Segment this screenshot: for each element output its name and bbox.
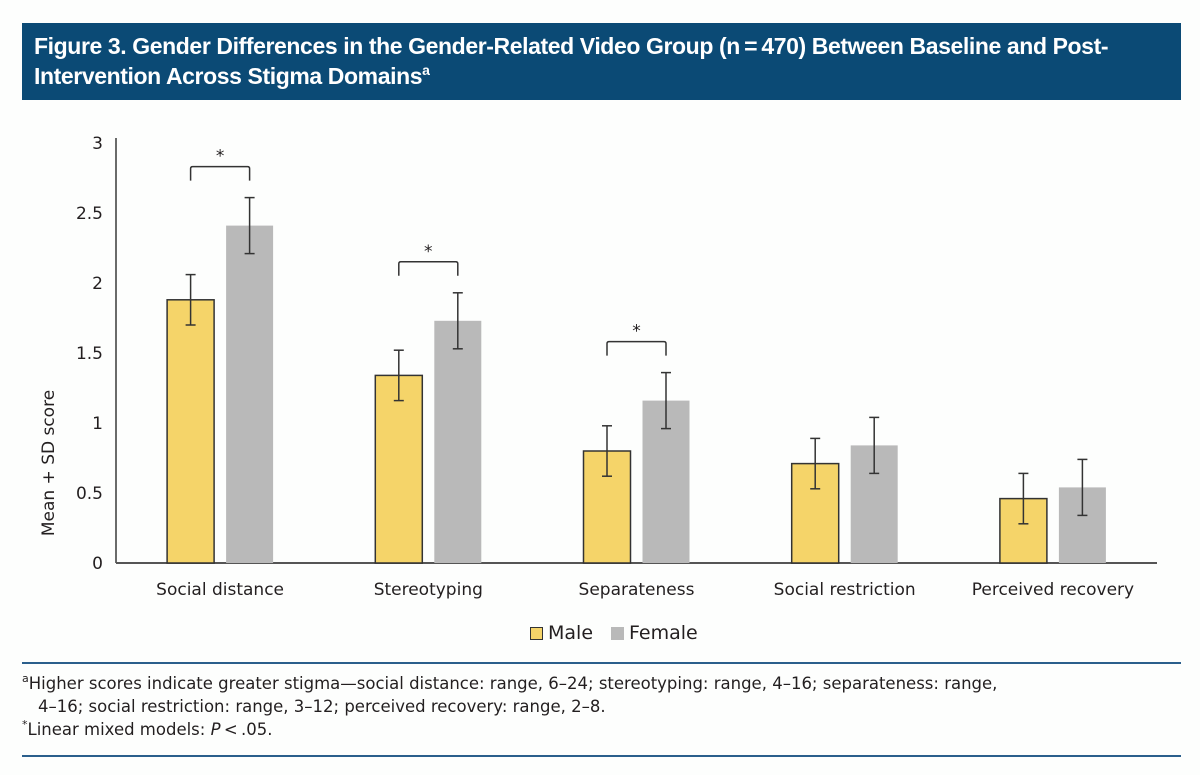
bar-male <box>790 462 840 564</box>
footnote-a-line2: 4–16; social restriction: range, 3–12; p… <box>38 697 606 716</box>
bar-female <box>226 225 274 563</box>
significance-asterisk: * <box>216 147 225 167</box>
significance-bracket <box>189 165 251 181</box>
y-tick-label: 0 <box>92 554 103 574</box>
bar-chart: 0 0.5 1 1.5 2 2.5 3 Social distance Stereotypin… <box>39 134 1157 600</box>
y-axis-label: Mean + SD score <box>39 390 59 536</box>
x-tick-label: Perceived recovery <box>972 580 1134 600</box>
legend-item-male: Male <box>530 622 593 644</box>
significance-bracket <box>398 261 459 276</box>
error-bars <box>185 196 1088 525</box>
figure-title: Figure 3. Gender Differences in the Gend… <box>34 31 1169 91</box>
x-tick-label: Social distance <box>156 580 284 600</box>
legend: Male Female <box>530 622 716 644</box>
legend-label-female: Female <box>629 622 698 644</box>
significance-markers: * * * <box>189 147 667 356</box>
y-axis: 0 0.5 1 1.5 2 2.5 3 <box>76 134 117 574</box>
legend-label-male: Male <box>548 622 594 644</box>
footnote-a: aHigher scores indicate greater stigma—s… <box>22 672 1181 695</box>
legend-swatch-male <box>530 626 543 640</box>
y-tick-label: 3 <box>92 134 103 154</box>
y-tick-label: 0.5 <box>76 484 103 504</box>
significance-bracket <box>606 340 667 356</box>
bar-male <box>374 374 424 564</box>
x-tick-label: Separateness <box>579 580 695 600</box>
legend-swatch-female <box>611 626 625 640</box>
footnote-star-p: P <box>210 720 221 739</box>
divider-top <box>22 662 1181 664</box>
footnote-a-marker: a <box>22 672 29 685</box>
title-footnote-marker: a <box>422 62 430 78</box>
footnote-star-marker: * <box>22 718 28 731</box>
y-tick-label: 1 <box>92 414 103 434</box>
x-axis: Social distance Stereotyping Separateness S… <box>116 562 1157 600</box>
footnote-star-prefix: Linear mixed models: <box>27 720 211 739</box>
footnote-star: *Linear mixed models: P < .05. <box>22 718 1181 741</box>
figure-title-band: Figure 3. Gender Differences in the Gend… <box>22 23 1181 100</box>
significance-asterisk: * <box>424 242 433 262</box>
footnotes: aHigher scores indicate greater stigma—s… <box>22 672 1181 741</box>
bar-female <box>434 320 482 563</box>
divider-bottom <box>22 755 1181 757</box>
y-tick-label: 2.5 <box>76 204 103 224</box>
y-tick-label: 2 <box>92 274 103 294</box>
significance-asterisk: * <box>632 322 641 342</box>
y-tick-label: 1.5 <box>76 344 103 364</box>
legend-item-female: Female <box>611 622 698 644</box>
footnote-a-line1: Higher scores indicate greater stigma—so… <box>28 674 998 693</box>
bar-male <box>166 299 215 564</box>
x-tick-label: Stereotyping <box>374 580 483 600</box>
x-tick-label: Social restriction <box>774 580 916 600</box>
footnote-star-suffix: < .05. <box>220 720 273 739</box>
bars <box>166 225 1106 564</box>
figure-title-text: Figure 3. Gender Differences in the Gend… <box>34 33 1109 89</box>
